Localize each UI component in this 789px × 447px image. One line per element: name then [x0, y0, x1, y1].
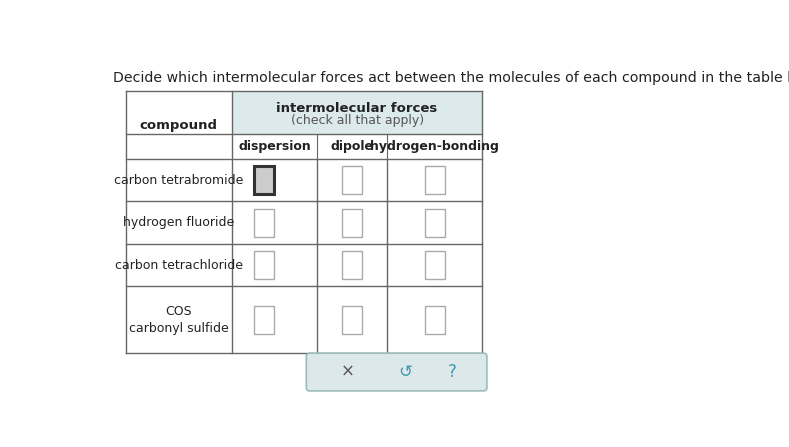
- Bar: [424, 166, 445, 194]
- Bar: [342, 209, 362, 236]
- Text: carbon tetrachloride: carbon tetrachloride: [115, 258, 243, 271]
- Text: ↺: ↺: [398, 363, 413, 381]
- Text: ?: ?: [448, 363, 457, 381]
- Text: carbon tetrabromide: carbon tetrabromide: [114, 174, 244, 187]
- Bar: [232, 91, 482, 135]
- Bar: [342, 251, 362, 279]
- Text: (check all that apply): (check all that apply): [290, 114, 424, 127]
- Text: compound: compound: [140, 119, 218, 132]
- Text: carbonyl sulfide: carbonyl sulfide: [129, 322, 229, 335]
- Bar: [254, 209, 275, 236]
- Bar: [342, 306, 362, 333]
- Text: COS: COS: [166, 305, 193, 318]
- Bar: [342, 166, 362, 194]
- FancyBboxPatch shape: [306, 353, 487, 391]
- Bar: [254, 251, 275, 279]
- Bar: [424, 251, 445, 279]
- Text: hydrogen-bonding: hydrogen-bonding: [370, 140, 499, 153]
- Bar: [254, 306, 275, 333]
- Text: dipole: dipole: [331, 140, 373, 153]
- Text: intermolecular forces: intermolecular forces: [276, 102, 438, 115]
- Text: ×: ×: [341, 363, 355, 381]
- Bar: [424, 209, 445, 236]
- Text: hydrogen fluoride: hydrogen fluoride: [123, 216, 234, 229]
- Bar: [254, 166, 275, 194]
- Bar: [424, 306, 445, 333]
- Text: dispersion: dispersion: [238, 140, 311, 153]
- Text: Decide which intermolecular forces act between the molecules of each compound in: Decide which intermolecular forces act b…: [113, 71, 789, 84]
